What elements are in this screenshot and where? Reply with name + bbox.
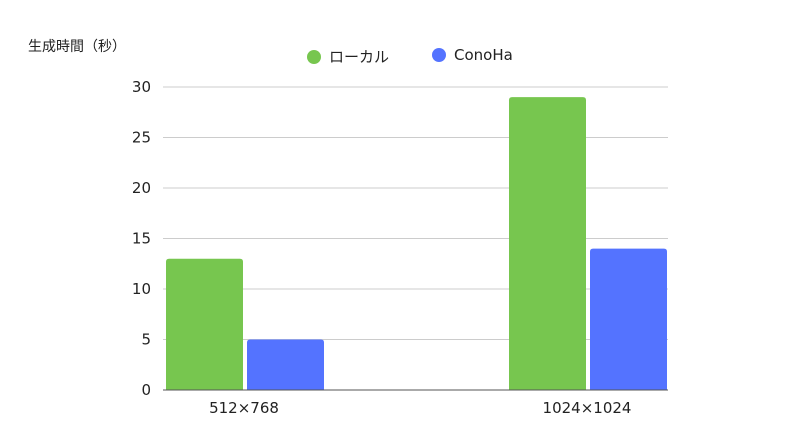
bar — [509, 97, 586, 390]
y-tick-label: 25 — [132, 129, 151, 147]
y-tick-label: 20 — [132, 179, 151, 197]
legend-swatch-local — [307, 49, 321, 64]
x-tick-label: 512×768 — [209, 399, 279, 417]
bar — [590, 248, 667, 390]
y-tick-label: 5 — [141, 331, 151, 349]
legend-item-local: ローカル — [307, 46, 389, 67]
y-tick-label: 0 — [141, 381, 151, 399]
bar — [166, 258, 243, 390]
legend-label-local: ローカル — [329, 48, 390, 66]
bar — [247, 339, 324, 390]
legend-item-conoha: ConoHa — [432, 46, 513, 64]
legend-swatch-conoha — [432, 48, 446, 62]
y-axis-title: 生成時間（秒） — [28, 39, 126, 55]
y-tick-label: 30 — [132, 78, 151, 96]
y-tick-label: 10 — [132, 280, 151, 298]
x-tick-label: 1024×1024 — [543, 399, 632, 417]
legend-label-conoha: ConoHa — [454, 46, 513, 64]
y-tick-label: 15 — [132, 230, 151, 248]
legend: ローカル ConoHa — [0, 46, 800, 68]
